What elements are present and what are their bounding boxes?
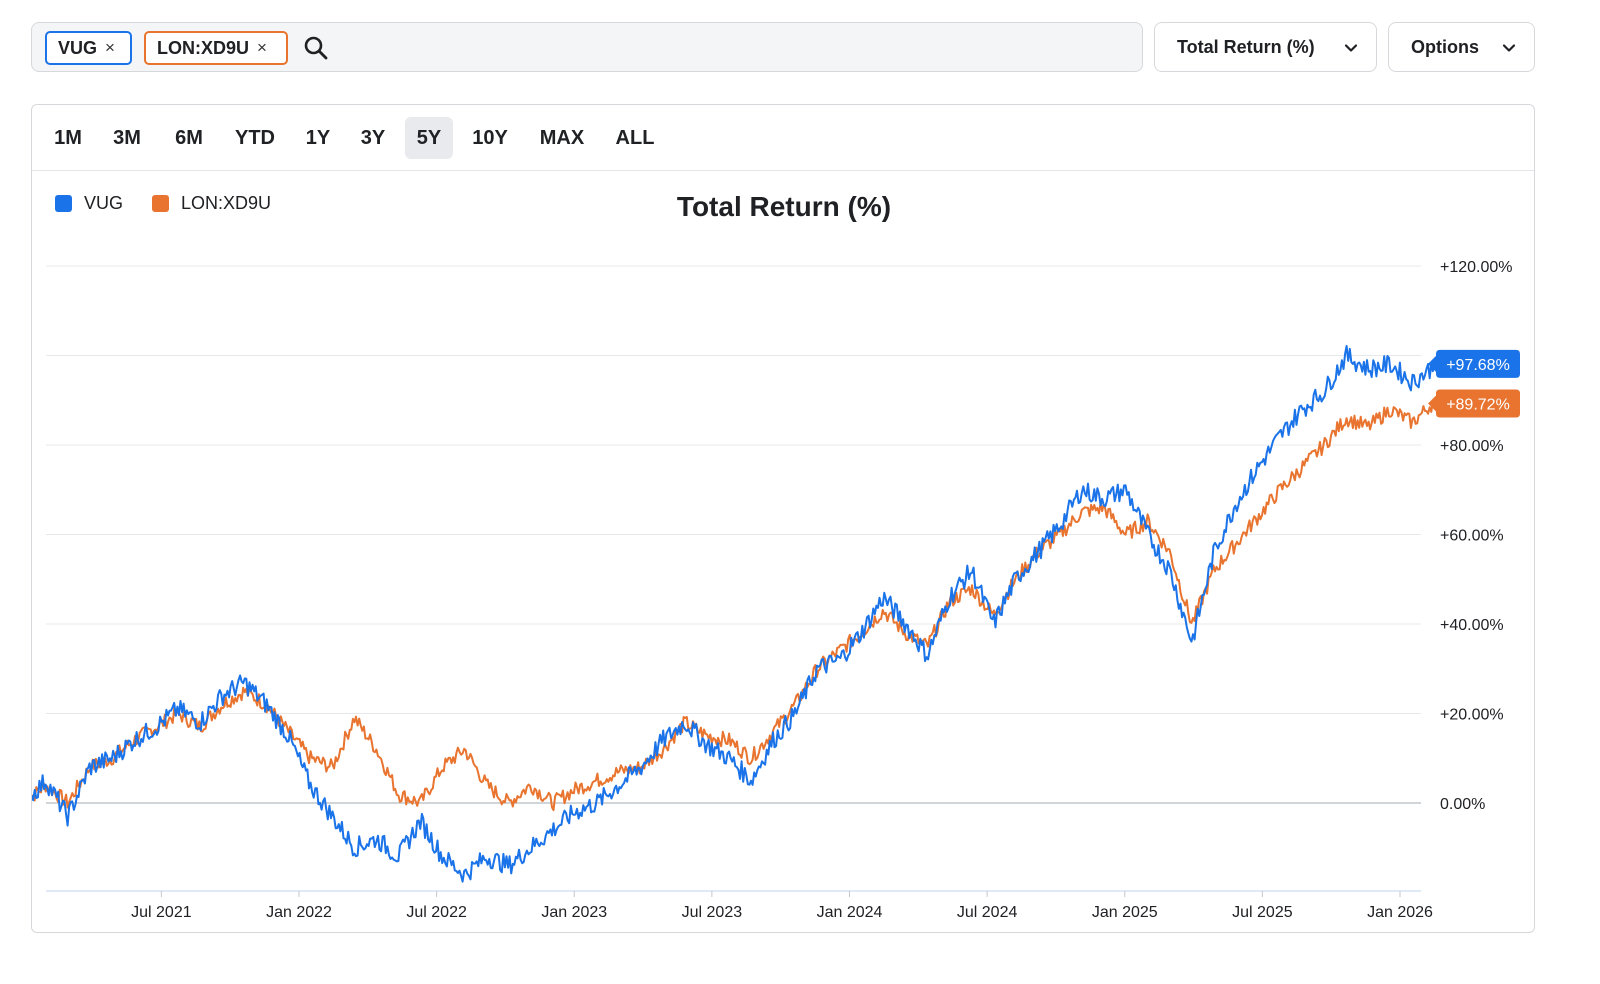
search-icon[interactable] bbox=[303, 35, 329, 61]
chart-title: Total Return (%) bbox=[676, 191, 892, 222]
x-tick-label: Jan 2023 bbox=[541, 904, 607, 921]
chevron-down-icon bbox=[1344, 44, 1358, 52]
y-tick-label: +60.00% bbox=[1440, 528, 1504, 545]
y-tick-label: 0.00% bbox=[1440, 796, 1485, 813]
metric-dropdown[interactable]: Total Return (%) bbox=[1154, 22, 1377, 72]
legend-swatch bbox=[55, 195, 72, 212]
range-3m[interactable]: 3M bbox=[113, 127, 141, 149]
badge-value-label: +97.68% bbox=[1446, 357, 1510, 374]
ticker-chip-vug[interactable]: VUG × bbox=[45, 31, 132, 65]
end-value-badge-vug: +97.68% bbox=[1428, 349, 1520, 378]
x-tick-label: Jul 2023 bbox=[682, 904, 743, 921]
x-tick-label: Jul 2022 bbox=[406, 904, 467, 921]
time-range-selector: 1M 3M 6M YTD 1Y 3Y 5Y 10Y MAX ALL bbox=[32, 105, 1534, 171]
legend-item-vug[interactable]: VUG bbox=[55, 193, 123, 214]
remove-chip-icon[interactable]: × bbox=[105, 38, 115, 57]
options-dropdown[interactable]: Options bbox=[1388, 22, 1535, 72]
x-tick-label: Jul 2024 bbox=[957, 904, 1018, 921]
ticker-chip-label: LON:XD9U bbox=[157, 37, 250, 58]
remove-chip-icon[interactable]: × bbox=[257, 38, 267, 57]
line-chart[interactable]: +120.00% +80.00% +60.00% +40.00% +20.00% 0.00… bbox=[32, 105, 1536, 934]
range-5y[interactable]: 5Y bbox=[405, 117, 453, 159]
end-value-badge-lon-xd9u: +89.72% bbox=[1428, 389, 1520, 418]
y-tick-label: +80.00% bbox=[1440, 438, 1504, 455]
badge-value-label: +89.72% bbox=[1446, 397, 1510, 414]
y-tick-label: +40.00% bbox=[1440, 617, 1504, 634]
range-all[interactable]: ALL bbox=[615, 127, 655, 149]
range-max[interactable]: MAX bbox=[539, 127, 585, 149]
chart-panel: 1M 3M 6M YTD 1Y 3Y 5Y 10Y MAX ALL VUG LO… bbox=[31, 104, 1535, 933]
x-tick-label: Jan 2024 bbox=[817, 904, 883, 921]
metric-dropdown-label: Total Return (%) bbox=[1177, 36, 1315, 57]
legend-label: LON:XD9U bbox=[181, 193, 272, 213]
series-line-vug bbox=[32, 345, 1436, 883]
range-6m[interactable]: 6M bbox=[175, 127, 203, 149]
legend-label: VUG bbox=[84, 193, 124, 213]
chevron-down-icon bbox=[1502, 44, 1516, 52]
legend-item-lon-xd9u[interactable]: LON:XD9U bbox=[152, 193, 271, 214]
range-1m[interactable]: 1M bbox=[54, 127, 82, 149]
x-tick-label: Jan 2026 bbox=[1367, 904, 1433, 921]
range-1y[interactable]: 1Y bbox=[305, 127, 331, 149]
y-tick-label: +20.00% bbox=[1440, 707, 1504, 724]
range-ytd[interactable]: YTD bbox=[235, 127, 275, 149]
legend-swatch bbox=[152, 195, 169, 212]
x-tick-label: Jan 2022 bbox=[266, 904, 332, 921]
ticker-search-bar[interactable]: VUG × LON:XD9U × bbox=[31, 22, 1143, 72]
options-dropdown-label: Options bbox=[1411, 36, 1479, 57]
range-10y[interactable]: 10Y bbox=[472, 127, 508, 149]
x-tick-label: Jan 2025 bbox=[1092, 904, 1158, 921]
ticker-chip-lon-xd9u[interactable]: LON:XD9U × bbox=[144, 31, 288, 65]
x-tick-label: Jul 2025 bbox=[1232, 904, 1293, 921]
range-3y[interactable]: 3Y bbox=[360, 127, 386, 149]
y-tick-label: +120.00% bbox=[1440, 259, 1513, 276]
ticker-chip-label: VUG bbox=[58, 37, 98, 58]
series-line-lon-xd9u bbox=[32, 400, 1435, 812]
x-tick-label: Jul 2021 bbox=[131, 904, 192, 921]
